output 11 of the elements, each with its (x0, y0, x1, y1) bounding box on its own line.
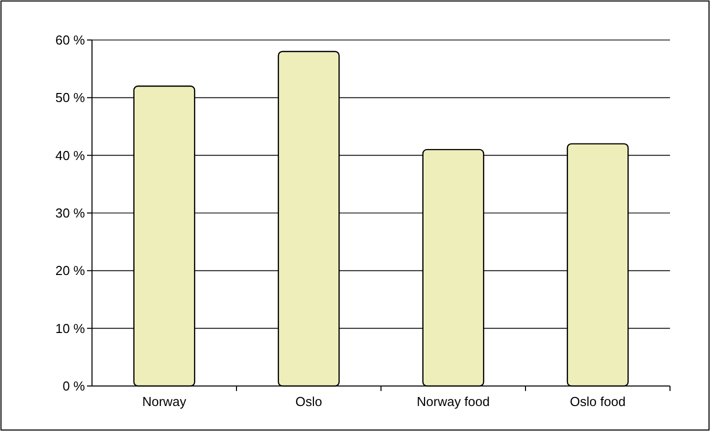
x-tick-label: Norway food (416, 394, 490, 409)
x-tick-label: Oslo (295, 394, 322, 409)
y-tick-label: 10 % (55, 320, 86, 336)
y-tick-label: 60 % (55, 32, 86, 48)
y-tick-label: 0 % (62, 378, 86, 394)
x-tick-label: Oslo food (570, 394, 626, 409)
x-tick-label: Norway (142, 394, 187, 409)
y-tick-label: 40 % (55, 148, 86, 163)
y-tick-label: 50 % (55, 90, 86, 106)
y-tick-label: 20 % (55, 263, 86, 278)
y-tick-label: 30 % (55, 206, 86, 221)
